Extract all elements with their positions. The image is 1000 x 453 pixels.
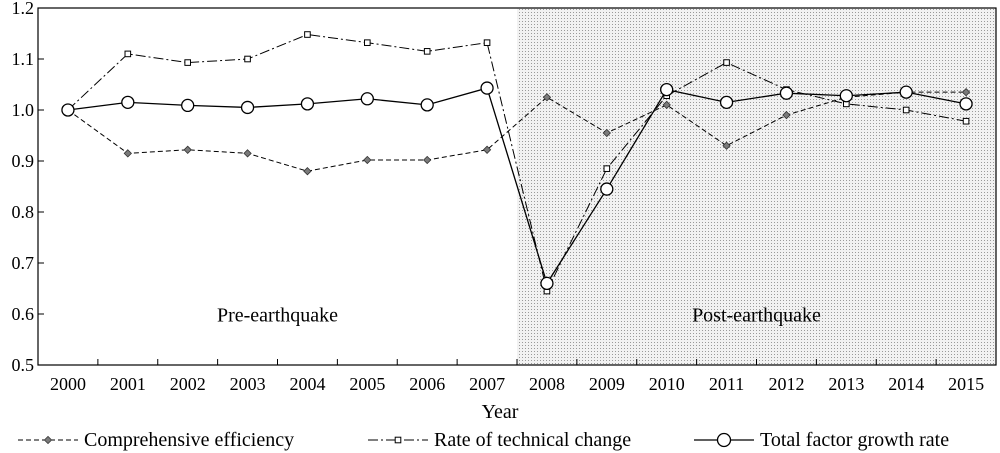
series-line-1 <box>67 34 967 293</box>
legend-label-0: Comprehensive efficiency <box>84 429 294 451</box>
series-line-0 <box>67 91 967 172</box>
series-2-point <box>360 92 374 106</box>
x-tick-label: 2000 <box>50 374 86 394</box>
series-1-point <box>184 59 191 66</box>
legend-marker-2 <box>716 432 732 448</box>
y-tick-label: 0.9 <box>12 151 35 171</box>
series-2-point <box>660 82 674 97</box>
series-1-point <box>423 48 431 55</box>
x-axis-label: Year <box>482 401 519 423</box>
legend-label-1: Rate of technical change <box>434 429 631 451</box>
axes: 0.5 0.6 0.7 0.8 0.9 1.0 1.1 1.2 2000 2001 2002 2003… <box>12 0 997 394</box>
region-label-1: Post-earthquake <box>692 305 821 327</box>
series-0-point <box>602 128 611 138</box>
series-line-2 <box>67 87 967 285</box>
series-2-point <box>300 97 315 111</box>
x-tick-label: 2006 <box>409 374 445 394</box>
series-0-point <box>722 141 731 150</box>
y-tick-label: 1.2 <box>12 0 35 18</box>
x-tick-label: 2009 <box>589 374 625 394</box>
series-0-point <box>363 155 372 165</box>
labels-layer: Pre-earthquake Post-earthquake <box>217 305 821 327</box>
x-tick-label: 2003 <box>230 374 266 394</box>
series-0-point <box>303 167 312 176</box>
series-0-point <box>961 87 971 97</box>
series-0-point <box>482 145 492 154</box>
series-2-point <box>420 98 434 112</box>
series-1-point <box>723 59 730 66</box>
y-tick-label: 1.0 <box>12 100 35 120</box>
series-2-point <box>600 182 614 196</box>
series-0-point <box>183 145 192 154</box>
series-1-point <box>244 55 251 63</box>
x-tick-label: 2014 <box>888 374 924 394</box>
series-1-point <box>124 50 132 58</box>
series-layer <box>61 31 973 295</box>
series-2-point <box>61 103 75 117</box>
x-tick-label: 2004 <box>289 374 325 394</box>
shaded-region-1 <box>517 8 996 365</box>
series-0-point <box>542 93 552 102</box>
series-1-point <box>304 31 311 38</box>
series-2-point <box>240 100 255 115</box>
legend-label-2: Total factor growth rate <box>760 429 949 451</box>
series-2-point <box>540 276 554 291</box>
y-tick-label: 0.5 <box>12 355 35 375</box>
series-2-point <box>839 89 853 103</box>
series-1-point <box>962 117 970 125</box>
y-tick-label: 0.8 <box>12 202 35 222</box>
legend-marker-1 <box>394 436 402 444</box>
x-tick-label: 2008 <box>529 374 565 394</box>
x-tick-label: 2007 <box>469 374 505 394</box>
y-tick-label: 0.7 <box>12 253 35 273</box>
series-2-point <box>480 81 494 95</box>
series-2-point <box>779 86 794 100</box>
x-tick-label: 2005 <box>349 374 385 394</box>
x-tick-label: 2013 <box>828 374 864 394</box>
series-2-point <box>959 97 973 111</box>
series-1-point <box>603 165 611 172</box>
series-0-point <box>123 149 132 158</box>
series-2-point <box>719 95 734 109</box>
series-2-point <box>899 85 913 99</box>
x-tick-label: 2011 <box>709 374 744 394</box>
x-tick-label: 2012 <box>768 374 804 394</box>
series-2-point <box>121 95 135 109</box>
shaded-region-layer <box>517 8 996 365</box>
x-tick-label: 2002 <box>170 374 206 394</box>
x-tick-label: 2001 <box>110 374 146 394</box>
region-label-0: Pre-earthquake <box>217 305 338 327</box>
y-tick-label: 0.6 <box>12 304 35 324</box>
series-0-point <box>782 110 791 120</box>
series-1-point <box>483 39 491 46</box>
series-2-point <box>181 98 195 113</box>
series-1-point <box>364 39 371 46</box>
series-1-point <box>902 106 910 114</box>
legend: Comprehensive efficiency Rate of technica… <box>18 429 949 451</box>
x-tick-label: 2010 <box>649 374 685 394</box>
series-0-point <box>662 100 671 110</box>
series-0-point <box>243 149 252 158</box>
y-tick-label: 1.1 <box>12 49 35 69</box>
x-tick-label: 2015 <box>948 374 984 394</box>
legend-marker-0 <box>43 435 53 445</box>
series-0-point <box>423 155 432 165</box>
